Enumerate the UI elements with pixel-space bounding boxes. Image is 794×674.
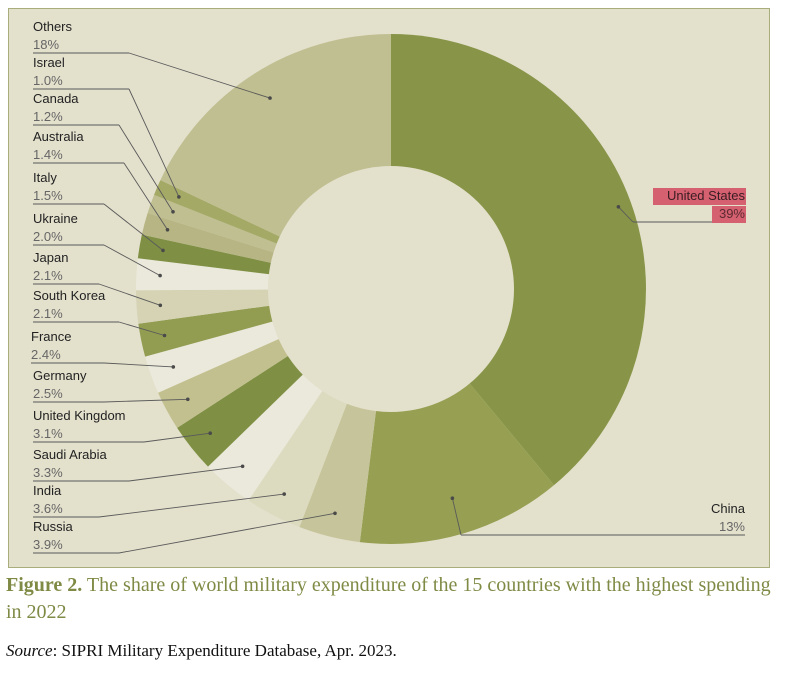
label-south-korea: South Korea: [33, 288, 106, 303]
label-india: India: [33, 483, 62, 498]
value-south-korea: 2.1%: [33, 306, 63, 321]
leader-lines: [31, 52, 745, 554]
value-others: 18%: [33, 37, 59, 52]
value-japan: 2.1%: [33, 268, 63, 283]
leader-line-china: [451, 498, 462, 536]
label-canada: Canada: [33, 91, 79, 106]
donut-hole: [268, 166, 514, 412]
leader-dot-south-korea: [162, 333, 167, 338]
leader-dot-others: [268, 96, 272, 100]
leader-dot-russia: [333, 511, 337, 516]
label-china: China: [711, 501, 746, 516]
label-united-states: United States: [667, 188, 746, 203]
leader-line-israel: [128, 88, 180, 198]
value-israel: 1.0%: [33, 73, 63, 88]
data-labels: United States 39% China 13% Russia 3.9% India 3…: [31, 19, 746, 552]
value-germany: 2.5%: [33, 386, 63, 401]
leader-line-japan: [98, 283, 161, 306]
leader-line-canada: [118, 124, 174, 213]
leader-line-russia: [118, 512, 336, 554]
label-israel: Israel: [33, 55, 65, 70]
value-india: 3.6%: [33, 501, 63, 516]
leader-dot-united-states: [616, 205, 621, 209]
chart-area: United States 39% China 13% Russia 3.9% India 3…: [8, 8, 770, 568]
label-russia: Russia: [33, 519, 74, 534]
value-united-kingdom: 3.1%: [33, 426, 63, 441]
source-note: Source: SIPRI Military Expenditure Datab…: [6, 641, 776, 661]
leader-dot-israel: [177, 195, 181, 199]
label-saudi-arabia: Saudi Arabia: [33, 447, 107, 462]
leader-line-italy: [103, 203, 164, 251]
slice-united-states: [391, 34, 646, 486]
leader-dot-ukraine: [158, 273, 162, 278]
leader-line-united-states: [618, 206, 634, 223]
label-germany: Germany: [33, 368, 87, 383]
leader-line-south-korea: [118, 321, 165, 336]
leader-dot-china: [450, 496, 455, 501]
label-japan: Japan: [33, 250, 68, 265]
value-russia: 3.9%: [33, 537, 63, 552]
label-ukraine: Ukraine: [33, 211, 78, 226]
source-text: : SIPRI Military Expenditure Database, A…: [52, 641, 397, 660]
value-united-states: 39%: [719, 206, 745, 221]
label-united-kingdom: United Kingdom: [33, 408, 126, 423]
label-france: France: [31, 329, 71, 344]
leader-line-ukraine: [103, 244, 161, 276]
label-others: Others: [33, 19, 73, 34]
leader-dot-saudi-arabia: [240, 464, 245, 469]
value-ukraine: 2.0%: [33, 229, 63, 244]
leader-dot-india: [282, 492, 287, 496]
leader-dot-germany: [186, 397, 190, 402]
caption-text: The share of world military expenditure …: [6, 574, 771, 623]
value-saudi-arabia: 3.3%: [33, 465, 63, 480]
label-australia: Australia: [33, 129, 84, 144]
value-canada: 1.2%: [33, 109, 63, 124]
leader-line-saudi-arabia: [128, 465, 243, 482]
leader-dot-australia: [165, 228, 170, 232]
leader-line-france: [103, 362, 174, 368]
leader-dot-canada: [171, 210, 175, 214]
donut-chart: United States 39% China 13% Russia 3.9% India 3…: [31, 19, 746, 554]
leader-dot-italy: [161, 248, 165, 253]
leader-line-united-kingdom: [143, 432, 211, 443]
caption-label: Figure 2.: [6, 574, 83, 596]
highlight-value-bg: [712, 206, 746, 223]
source-label: Source: [6, 641, 53, 660]
value-france: 2.4%: [31, 347, 61, 362]
value-china: 13%: [719, 519, 745, 534]
leader-dot-japan: [158, 303, 163, 308]
value-australia: 1.4%: [33, 147, 63, 162]
leader-line-australia: [123, 162, 168, 231]
label-italy: Italy: [33, 170, 57, 185]
leader-line-germany: [103, 398, 188, 403]
value-italy: 1.5%: [33, 188, 63, 203]
leader-line-others: [128, 52, 271, 99]
leader-dot-france: [171, 365, 176, 369]
leader-dot-united-kingdom: [208, 431, 212, 436]
highlight-name-bg: [653, 188, 746, 205]
figure-caption: Figure 2. The share of world military ex…: [6, 572, 776, 626]
leader-line-india: [98, 493, 285, 518]
